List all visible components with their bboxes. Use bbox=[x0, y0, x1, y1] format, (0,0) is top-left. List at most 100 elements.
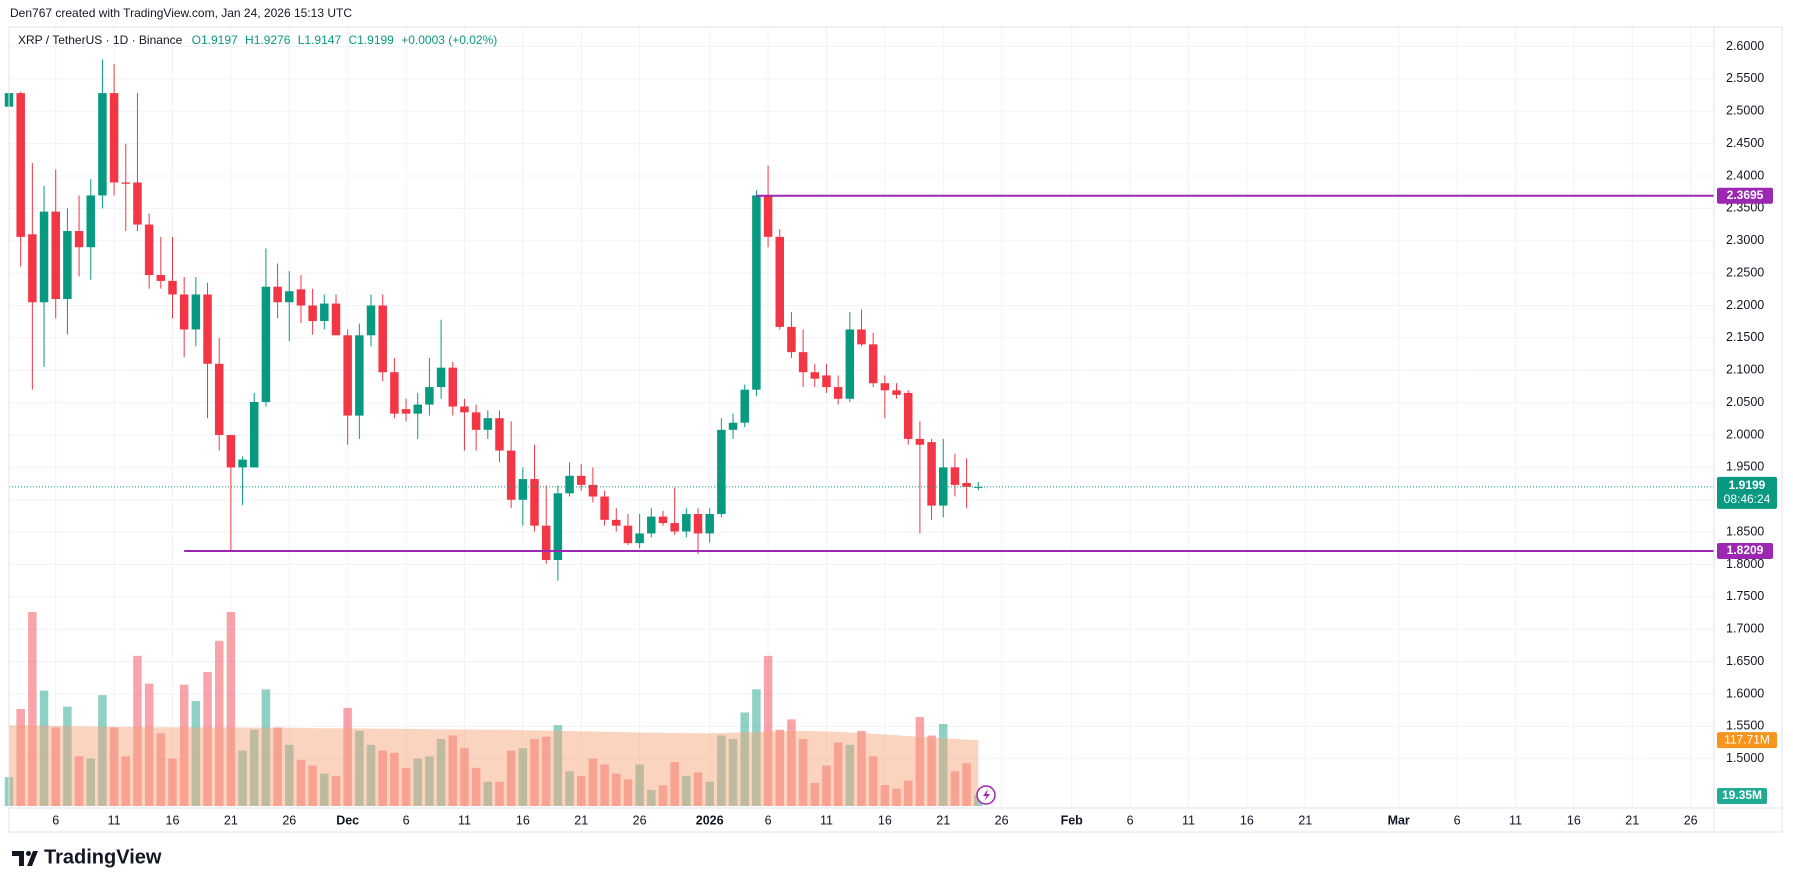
volume-bar bbox=[249, 729, 259, 806]
volume-bar bbox=[390, 752, 399, 806]
candle-body bbox=[647, 516, 656, 534]
x-tick-label: 2026 bbox=[696, 813, 724, 827]
volume-bar bbox=[845, 744, 855, 806]
x-tick-label: 21 bbox=[1625, 813, 1639, 827]
volume-bar bbox=[915, 717, 925, 806]
volume-bar bbox=[576, 775, 586, 806]
x-tick-label: Dec bbox=[336, 813, 359, 827]
candle-body bbox=[553, 493, 563, 560]
x-tick-label: 6 bbox=[1454, 813, 1461, 827]
candle-body bbox=[214, 363, 224, 436]
candle-body bbox=[857, 329, 866, 345]
volume-bar bbox=[950, 771, 960, 806]
x-tick-label: 6 bbox=[52, 813, 59, 827]
level-label-box bbox=[1717, 542, 1773, 559]
countdown-label: 08:46:24 bbox=[1724, 492, 1771, 506]
candle-body bbox=[74, 231, 84, 248]
x-tick-label: 21 bbox=[224, 813, 238, 827]
candle-body bbox=[798, 352, 808, 373]
volume-bar bbox=[401, 767, 411, 806]
volume-bar bbox=[588, 758, 598, 806]
candle-body bbox=[600, 496, 609, 520]
candle-body bbox=[343, 335, 352, 416]
candle-body bbox=[51, 211, 60, 300]
volume-bar bbox=[541, 736, 551, 806]
volume-bar bbox=[495, 781, 504, 806]
candle-body bbox=[121, 182, 131, 184]
volume-bar bbox=[635, 764, 644, 806]
x-tick-label: 6 bbox=[1127, 813, 1134, 827]
volume-bar bbox=[600, 764, 609, 806]
candle-body bbox=[366, 305, 376, 336]
volume-bar bbox=[763, 655, 773, 806]
x-tick-label: 21 bbox=[936, 813, 950, 827]
alert-icon[interactable] bbox=[976, 785, 996, 805]
volume-bar bbox=[378, 750, 387, 806]
candle-body bbox=[915, 438, 925, 445]
x-tick-label: 16 bbox=[1240, 813, 1254, 827]
x-tick-label: 11 bbox=[108, 813, 121, 827]
volume-bar bbox=[623, 779, 633, 806]
candle-body bbox=[833, 387, 843, 399]
volume-bar bbox=[787, 719, 796, 806]
candle-body bbox=[203, 294, 212, 364]
y-tick-label: 2.2000 bbox=[1726, 298, 1764, 312]
volume-ma-area bbox=[9, 725, 979, 806]
y-tick-label: 1.8500 bbox=[1726, 524, 1764, 538]
volume-bar bbox=[109, 727, 119, 806]
volume-bar bbox=[658, 785, 668, 806]
volume-bar bbox=[775, 729, 785, 806]
y-tick-label: 1.5000 bbox=[1726, 751, 1764, 765]
x-tick-label: 26 bbox=[633, 813, 647, 827]
volume-bar bbox=[121, 756, 131, 806]
volume-bar bbox=[331, 775, 341, 806]
y-tick-label: 2.6000 bbox=[1726, 39, 1764, 53]
axes: 1.5000 1.5500 1.6000 1.6500 1.7000 1.7500 1.80… bbox=[52, 39, 1777, 827]
volume-bar bbox=[98, 695, 107, 806]
candle-body bbox=[308, 305, 317, 322]
volume-bar bbox=[28, 612, 37, 806]
level-label: 1.8209 bbox=[1727, 543, 1764, 557]
volume-bar bbox=[612, 773, 621, 806]
x-tick-label: 16 bbox=[516, 813, 530, 827]
candle-body bbox=[285, 291, 294, 303]
candle-body bbox=[86, 195, 95, 248]
candle-body bbox=[133, 182, 142, 225]
volume-bar bbox=[320, 773, 329, 806]
volume-bar bbox=[682, 775, 691, 806]
symbol: XRP / TetherUS · 1D · Binance bbox=[18, 33, 183, 47]
candle-body bbox=[822, 375, 831, 388]
candle-body bbox=[331, 303, 341, 336]
volume-bar bbox=[892, 788, 901, 806]
candle-body bbox=[892, 390, 901, 395]
volume-bar bbox=[938, 724, 948, 806]
y-tick-label: 2.3500 bbox=[1726, 201, 1764, 215]
pane-border bbox=[8, 26, 1783, 833]
candle-body bbox=[460, 406, 469, 413]
volume-bar bbox=[530, 739, 539, 806]
volume-bar bbox=[144, 683, 154, 806]
candle-body bbox=[238, 459, 247, 468]
volume-bar bbox=[868, 756, 878, 806]
candle-body bbox=[845, 329, 855, 399]
close-label: C1.9199 bbox=[348, 33, 394, 47]
volume-bar bbox=[565, 771, 574, 806]
volume-bar bbox=[16, 708, 25, 806]
last-price-label: 1.9199 bbox=[1729, 478, 1766, 492]
volume-bar bbox=[39, 690, 49, 806]
volume-bar bbox=[518, 748, 528, 806]
volume-bar bbox=[168, 758, 177, 806]
volume-bar bbox=[553, 725, 563, 806]
y-tick-label: 1.7000 bbox=[1726, 622, 1764, 636]
volume-bar bbox=[717, 735, 726, 806]
candle-body bbox=[63, 231, 72, 300]
candle-body bbox=[168, 280, 177, 295]
candle-body bbox=[612, 519, 621, 526]
x-tick-label: Feb bbox=[1061, 813, 1084, 827]
volume-bar bbox=[203, 672, 212, 806]
volume-bar bbox=[273, 727, 282, 806]
x-tick-label: 6 bbox=[765, 813, 772, 827]
y-tick-label: 1.7500 bbox=[1726, 589, 1764, 603]
volume-bar bbox=[156, 733, 166, 806]
